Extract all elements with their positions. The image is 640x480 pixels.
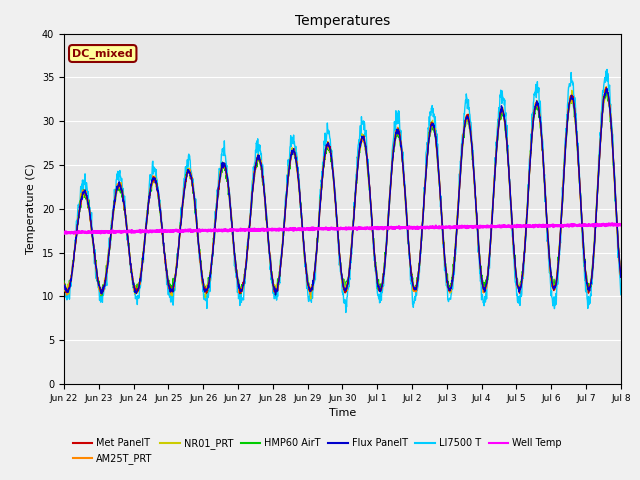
Y-axis label: Temperature (C): Temperature (C) [26,163,36,254]
X-axis label: Time: Time [329,408,356,418]
Legend: Met PanelT, AM25T_PRT, NR01_PRT, HMP60 AirT, Flux PanelT, LI7500 T, Well Temp: Met PanelT, AM25T_PRT, NR01_PRT, HMP60 A… [69,434,566,468]
Title: Temperatures: Temperatures [295,14,390,28]
Text: DC_mixed: DC_mixed [72,48,133,59]
